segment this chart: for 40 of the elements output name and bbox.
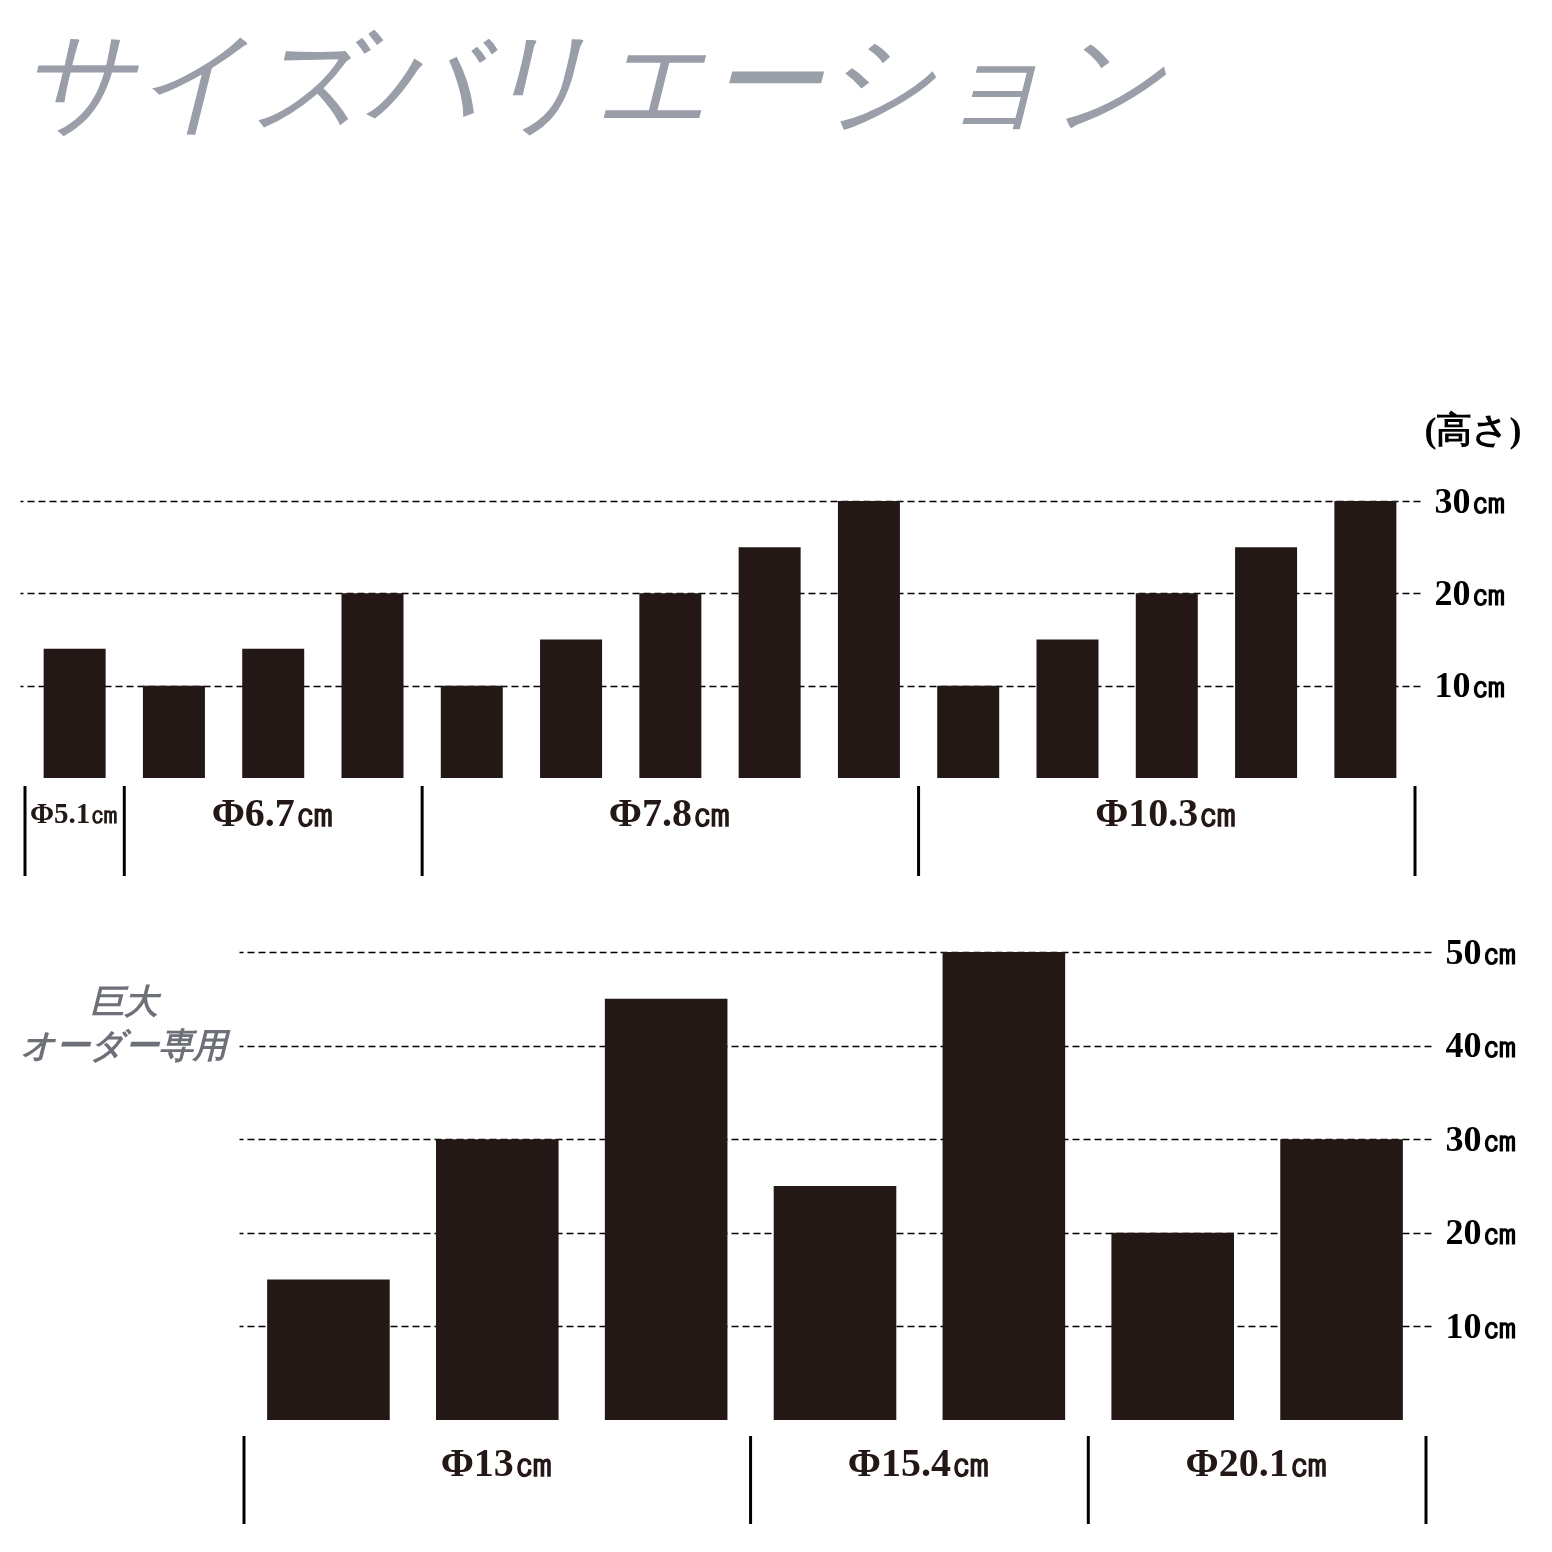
series-label: Φ5.1㎝ bbox=[29, 797, 120, 829]
bar bbox=[435, 1139, 559, 1420]
bar bbox=[1036, 639, 1099, 778]
y-tick-label: 10㎝ bbox=[1445, 1305, 1518, 1346]
chart-title: サイズバリエーション bbox=[20, 20, 1167, 144]
bar bbox=[942, 952, 1066, 1420]
bar bbox=[1111, 1232, 1235, 1420]
series-label: Φ10.3㎝ bbox=[1095, 790, 1239, 835]
bar bbox=[341, 593, 404, 778]
y-tick-label: 40㎝ bbox=[1445, 1025, 1518, 1066]
bar bbox=[267, 1279, 390, 1420]
bar bbox=[1235, 547, 1298, 778]
y-tick-label: 50㎝ bbox=[1445, 931, 1518, 972]
y-tick-label: 10㎝ bbox=[1434, 665, 1507, 706]
y-tick-label: 30㎝ bbox=[1434, 480, 1507, 521]
bar bbox=[773, 1186, 897, 1420]
series-label: Φ20.1㎝ bbox=[1185, 1440, 1329, 1485]
bar bbox=[639, 593, 702, 778]
bar bbox=[937, 685, 1000, 778]
bar bbox=[440, 685, 503, 778]
y-tick-label: 20㎝ bbox=[1445, 1212, 1518, 1253]
text: 巨大 bbox=[90, 983, 162, 1021]
series-label: Φ7.8㎝ bbox=[608, 790, 732, 835]
bar bbox=[604, 998, 728, 1420]
series-label: Φ6.7㎝ bbox=[211, 790, 335, 835]
bar bbox=[43, 648, 106, 778]
series-label: Φ13㎝ bbox=[440, 1440, 554, 1485]
bar bbox=[1280, 1139, 1403, 1420]
bar bbox=[1334, 501, 1397, 778]
bar bbox=[540, 639, 603, 778]
bar bbox=[242, 648, 305, 778]
bar bbox=[1135, 593, 1198, 778]
y-tick-label: 20㎝ bbox=[1434, 572, 1507, 613]
bar bbox=[738, 547, 801, 778]
series-label: Φ15.4㎝ bbox=[847, 1440, 992, 1485]
y-tick-label: 30㎝ bbox=[1445, 1118, 1518, 1159]
bar bbox=[837, 501, 900, 778]
text: オーダー専用 bbox=[21, 1027, 231, 1065]
bar bbox=[142, 685, 205, 778]
y-axis-title: (高さ) bbox=[1424, 409, 1522, 450]
